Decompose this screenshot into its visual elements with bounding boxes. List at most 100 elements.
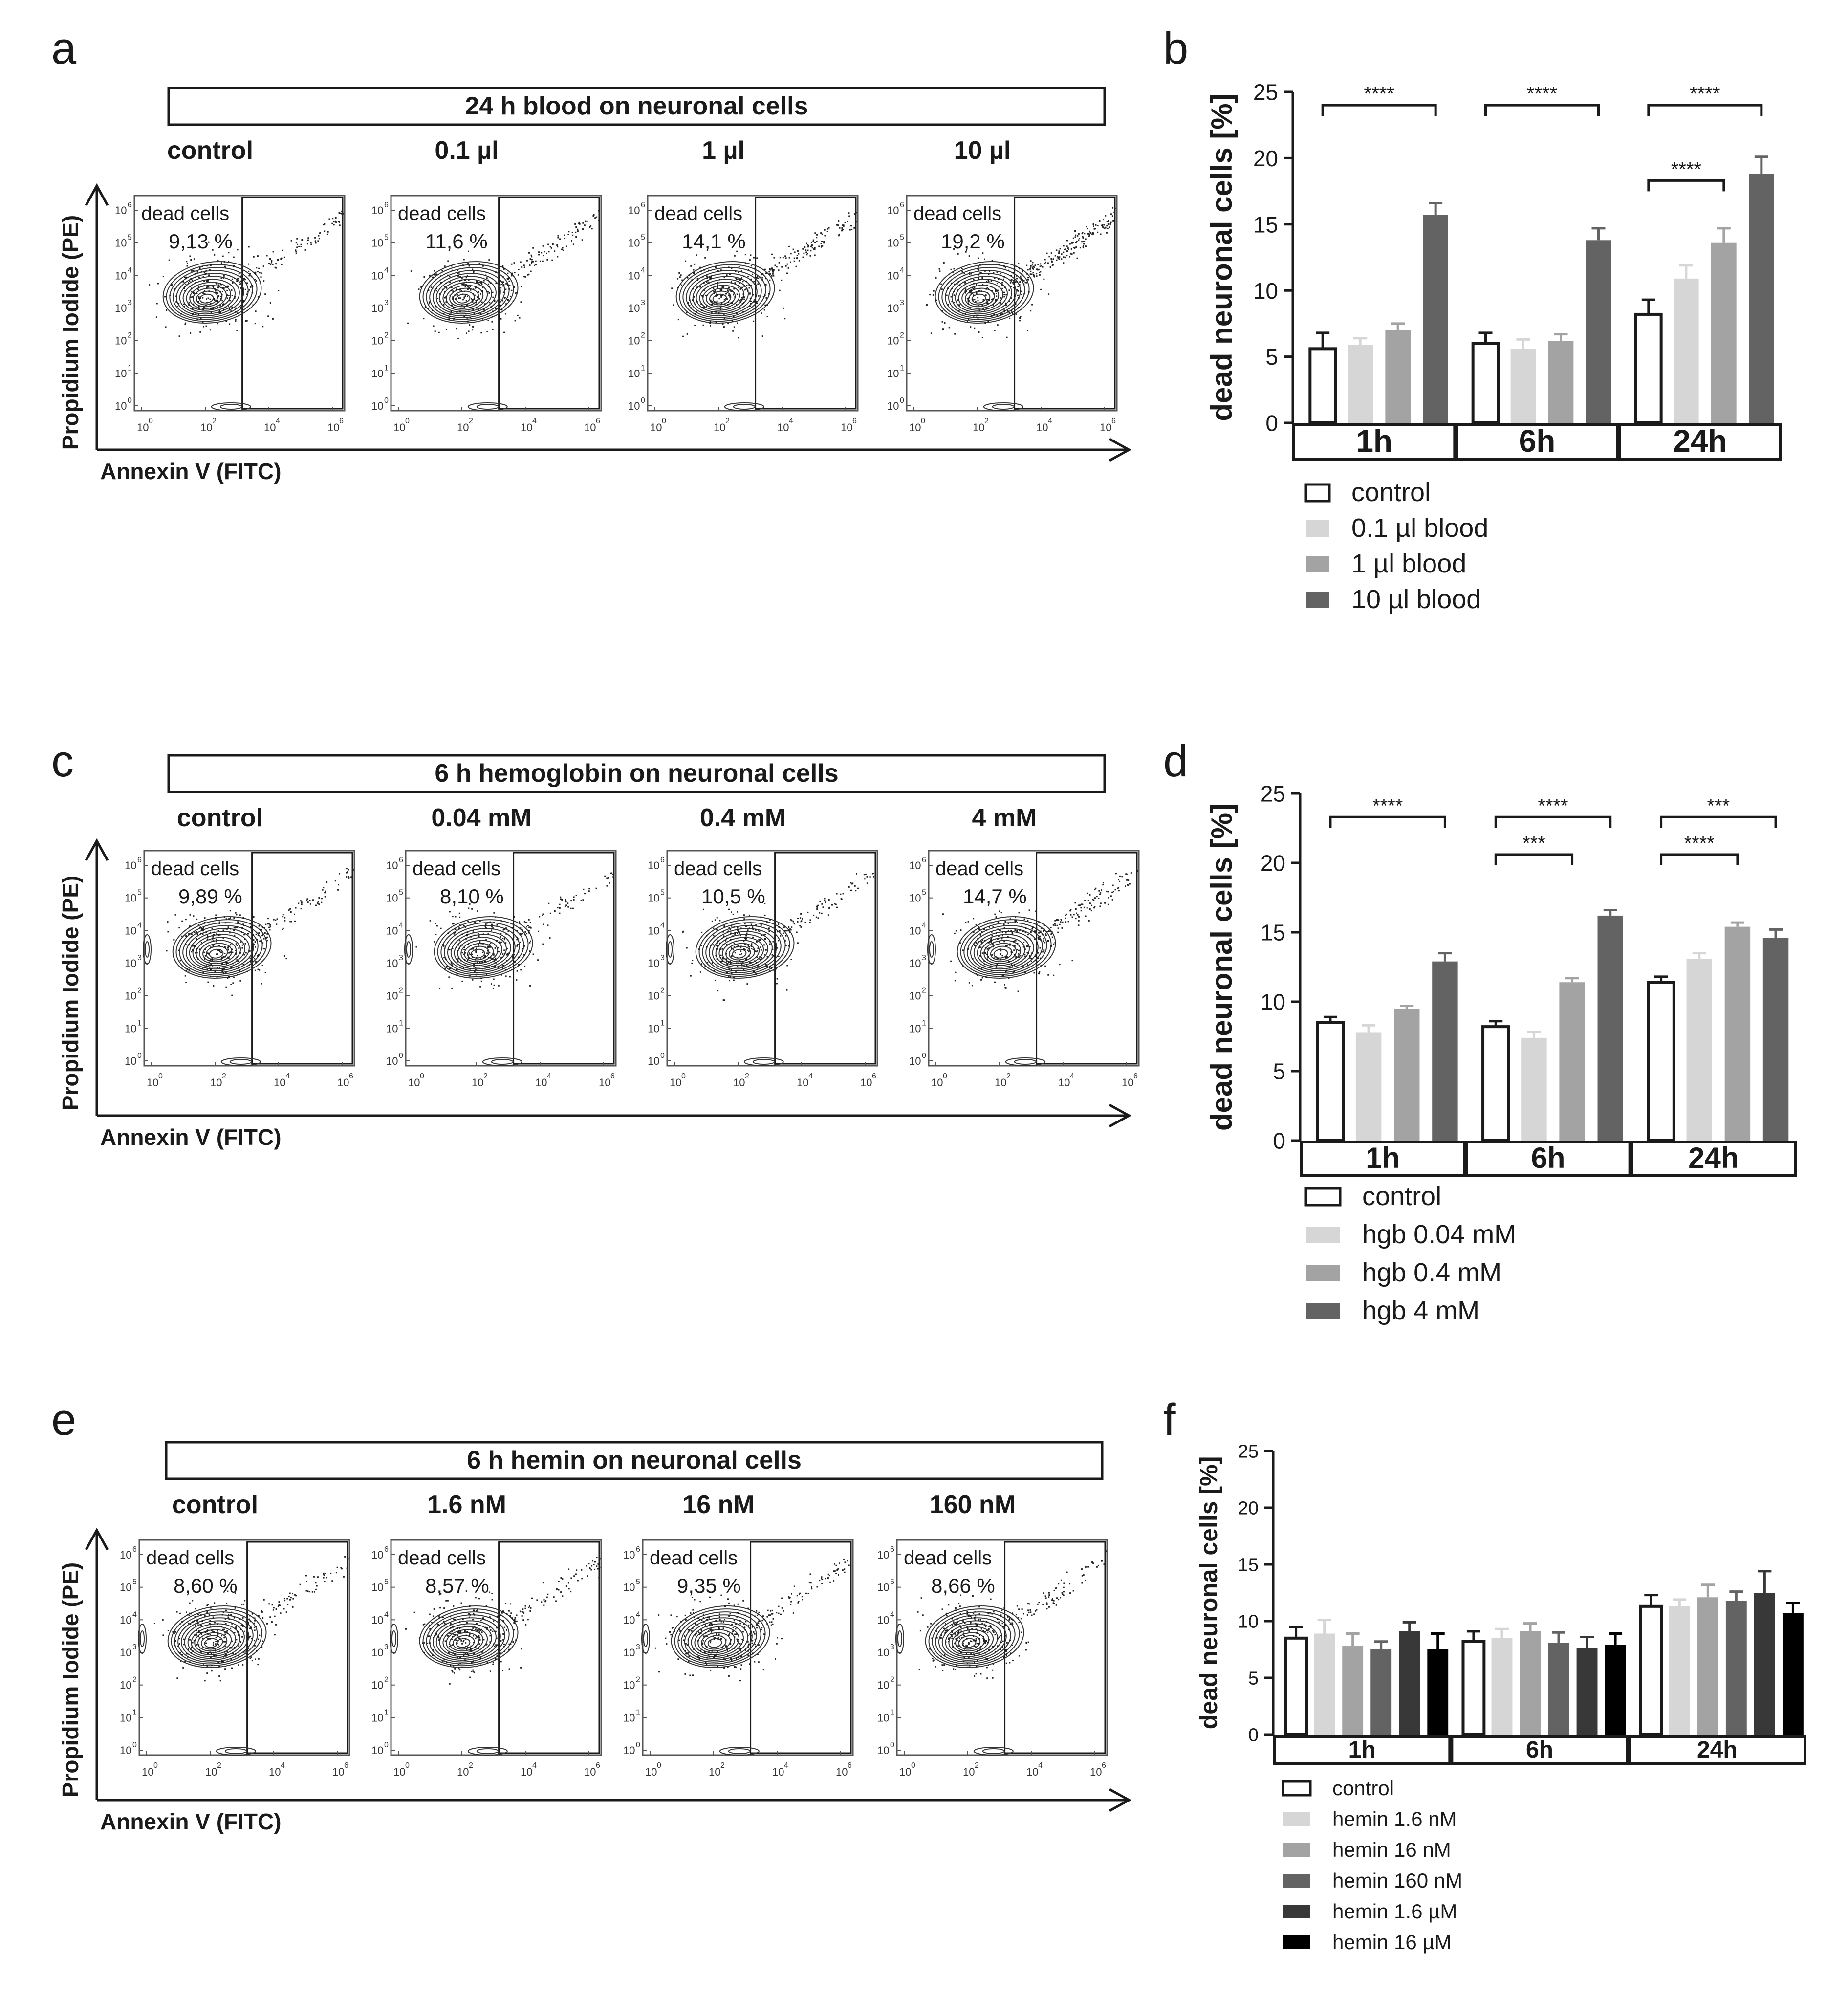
y-tick-exponent: 1 [922,1019,926,1027]
y-tick-base: 10 [623,1744,635,1757]
y-tick-base: 10 [386,1055,398,1067]
legend-label: hgb 0.4 mM [1362,1258,1501,1287]
y-tick-base: 10 [386,990,398,1002]
x-tick-base: 10 [1100,421,1111,434]
y-tick-exponent: 2 [128,331,132,340]
significance-bracket [1484,104,1600,116]
panel-letter-d: d [1163,736,1188,786]
contour-plot [641,1605,770,1756]
y-tick-exponent: 5 [641,234,645,242]
x-tick-exponent: 4 [285,1072,290,1080]
y-axis-label: dead neuronal cells [%] [1205,93,1238,421]
x-arrowhead [1109,438,1132,462]
dead-cell-gate [498,1541,600,1754]
y-tick-exponent: 4 [132,1610,137,1619]
y-tick-base: 10 [887,237,899,249]
y-tick-exponent: 5 [890,1578,894,1586]
x-tick-base: 10 [393,421,405,434]
y-tick-base: 10 [371,335,383,347]
y-tick-base: 10 [120,1647,131,1659]
y-tick-exponent: 2 [137,987,142,995]
x-tick-base: 10 [269,1766,281,1778]
y-tick-base: 10 [623,1679,635,1692]
x-tick-base: 10 [1036,421,1048,434]
condition-label: control [167,136,253,165]
y-tick-exponent: 5 [900,234,904,242]
y-tick-exponent: 1 [384,1708,389,1716]
legend-label: control [1351,478,1431,507]
y-tick-base: 10 [120,1712,131,1724]
legend-swatch [1306,556,1329,572]
gate-label: dead cells [674,858,762,879]
x-tick-exponent: 2 [720,1761,725,1770]
x-tick-exponent: 2 [483,1072,488,1080]
y-tick-exponent: 0 [900,396,904,405]
x-tick-base: 10 [210,1077,222,1089]
y-tick-base: 10 [125,924,136,937]
y-tick-exponent: 2 [890,1676,894,1684]
dead-cell-percent: 8,66 % [931,1574,995,1597]
x-tick-base: 10 [1058,1077,1070,1089]
legend: control hemin 1.6 nM hemin 16 nM hemin 160 … [1282,1777,1462,1954]
y-tick-exponent: 0 [137,1052,142,1060]
contour-plot [895,1605,1024,1756]
x-tick-exponent: 0 [921,417,925,425]
y-tick-exponent: 6 [922,856,926,864]
bar-6h-2 [1521,1037,1547,1141]
bar-6h-2 [1510,349,1536,423]
y-tick-exponent: 5 [384,234,389,242]
legend-swatch [1304,1187,1342,1207]
bar-1h-4 [1423,215,1448,423]
x-tick-base: 10 [408,1077,420,1089]
bar-24h-4 [1725,1601,1747,1735]
x-tick-exponent: 0 [943,1072,947,1080]
x-tick-base: 10 [1026,1766,1038,1778]
y-tick-exponent: 2 [641,331,645,340]
group-box [1273,1735,1452,1765]
group-box [1618,423,1783,461]
group-label-6h: 6h [1531,1142,1565,1174]
condition-label: 160 nM [930,1491,1016,1519]
y-tick-exponent: 6 [890,1545,894,1554]
x-arrowhead [1109,1788,1132,1812]
legend-label: hemin 1.6 µM [1332,1900,1457,1923]
y-tick-base: 10 [648,924,659,937]
x-tick-exponent: 0 [657,1761,661,1770]
dead-cell-percent: 8,57 % [425,1574,489,1597]
y-tick-exponent: 4 [128,266,132,274]
x-tick-base: 10 [709,1766,720,1778]
gate-label: dead cells [413,858,500,879]
dead-cell-gate [750,1541,852,1754]
legend-swatch [1283,1874,1310,1888]
x-tick-base: 10 [599,1077,610,1089]
bar-6h-4 [1597,915,1623,1141]
y-tick-label: 10 [1253,278,1278,304]
scatter-dots [166,868,354,996]
x-axis-label: Annexin V (FITC) [100,1124,282,1150]
y-tick-exponent: 1 [137,1019,142,1027]
y-tick-exponent: 6 [900,201,904,209]
x-tick-base: 10 [995,1077,1006,1089]
y-tick-base: 10 [628,237,640,249]
y-tick-base: 10 [877,1712,889,1724]
y-tick-exponent: 2 [900,331,904,340]
y-tick-exponent: 0 [922,1052,926,1060]
y-tick-exponent: 2 [399,987,403,995]
bar-24h-4 [1762,938,1789,1141]
significance-bracket [1660,815,1777,828]
bar-1h-2 [1348,345,1373,423]
x-tick-exponent: 2 [1006,1072,1011,1080]
y-tick-exponent: 4 [399,921,403,929]
bar-6h-2 [1491,1638,1513,1735]
condition-label: 0.04 mM [431,804,531,832]
y-tick-exponent: 3 [128,299,132,307]
dead-cell-percent: 8,10 % [440,885,504,908]
group-label-6h: 6h [1526,1737,1553,1763]
bar-6h-6 [1605,1645,1626,1735]
y-tick-exponent: 6 [137,856,142,864]
condition-label: 1.6 nM [427,1491,506,1519]
x-tick-exponent: 4 [532,417,537,425]
y-tick-exponent: 0 [399,1052,403,1060]
y-tick-exponent: 4 [641,266,645,274]
